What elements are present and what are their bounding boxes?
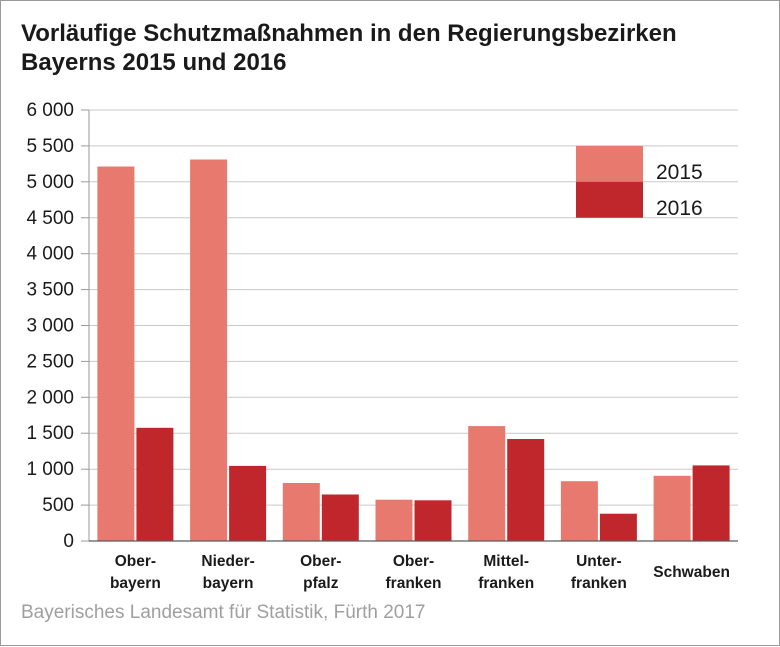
svg-text:Schwaben: Schwaben [653,564,730,581]
svg-text:Ober-: Ober- [393,553,434,570]
svg-text:Ober-: Ober- [300,553,341,570]
svg-text:2 500: 2 500 [26,351,74,372]
svg-text:6 000: 6 000 [26,100,74,121]
svg-text:bayern: bayern [110,575,161,592]
svg-text:3 000: 3 000 [26,316,74,337]
svg-text:2016: 2016 [656,197,703,220]
svg-text:Ober-: Ober- [115,553,156,570]
svg-text:franken: franken [478,575,534,592]
svg-text:5 500: 5 500 [26,136,74,157]
svg-text:500: 500 [42,495,74,516]
svg-text:franken: franken [571,575,627,592]
svg-text:Mittel-: Mittel- [483,553,529,570]
svg-text:1 500: 1 500 [26,423,74,444]
svg-text:Nieder-: Nieder- [201,553,254,570]
svg-text:Unter-: Unter- [576,553,622,570]
svg-text:1 000: 1 000 [26,459,74,480]
svg-text:5 000: 5 000 [26,172,74,193]
svg-text:pfalz: pfalz [303,575,339,592]
svg-text:4 500: 4 500 [26,208,74,229]
svg-text:bayern: bayern [203,575,254,592]
svg-text:2015: 2015 [656,161,703,184]
svg-text:0: 0 [63,531,74,552]
svg-text:2 000: 2 000 [26,387,74,408]
svg-text:franken: franken [386,575,442,592]
svg-text:4 000: 4 000 [26,244,74,265]
svg-text:3 500: 3 500 [26,280,74,301]
